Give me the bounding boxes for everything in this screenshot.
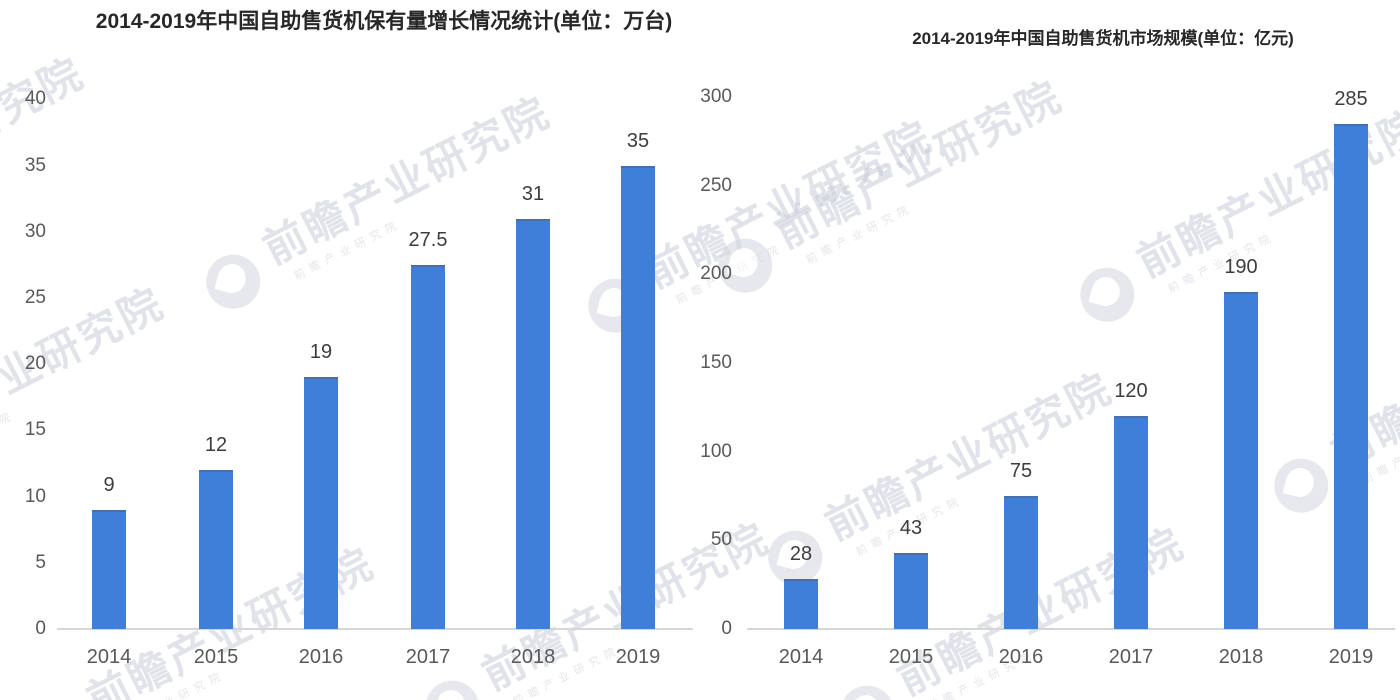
bar-2015 [894,553,928,629]
bar-value-label: 9 [103,474,115,496]
y-axis-tick-label: 300 [700,86,732,107]
chart-ownership: 2014-2019年中国自助售货机保有量增长情况统计(单位：万台) 0 5 10 15 2… [24,10,693,668]
x-axis-category-label: 2016 [998,646,1044,668]
y-axis-tick-label: 100 [700,441,732,462]
y-axis-tick-label: 150 [700,352,732,373]
chart-title: 2014-2019年中国自助售货机保有量增长情况统计(单位：万台) [95,10,673,33]
x-axis-category-label: 2015 [193,646,239,668]
y-axis-tick-label: 30 [24,221,46,242]
bar-2014 [92,510,126,629]
x-axis-line [57,628,693,630]
x-axis-category-label: 2014 [778,646,824,668]
x-axis-category-label: 2016 [298,646,344,668]
y-axis-tick-label: 25 [24,287,46,308]
y-axis-tick-label: 0 [721,618,732,639]
chart-title: 2014-2019年中国自助售货机市场规模(单位：亿元) [912,29,1294,48]
bar-value-label: 19 [309,341,333,363]
y-axis-tick-label: 10 [24,486,46,507]
y-axis-tick-label: 200 [700,263,732,284]
x-axis-category-label: 2018 [1218,646,1264,668]
bar-value-label: 12 [204,434,228,456]
bar-2017 [1114,416,1148,629]
bar-value-label: 27.5 [408,229,448,251]
x-axis-category-label: 2019 [615,646,661,668]
bar-2019 [621,166,655,629]
y-axis-tick-label: 20 [24,353,46,374]
bar-value-label: 120 [1114,380,1148,402]
bar-value-label: 31 [521,183,545,205]
x-axis-category-label: 2017 [405,646,451,668]
y-axis-tick-label: 40 [24,88,46,109]
y-axis-tick-label: 0 [35,618,46,639]
x-axis-category-label: 2017 [1108,646,1154,668]
bar-2017 [411,265,445,629]
y-axis-tick-label: 250 [700,175,732,196]
bar-2016 [304,377,338,629]
y-axis-tick-label: 50 [710,529,732,550]
y-axis-tick-label: 15 [24,419,46,440]
bar-value-label: 190 [1224,256,1258,278]
bar-2018 [1224,292,1258,629]
bar-value-label: 43 [899,517,923,539]
bar-value-label: 28 [789,543,813,565]
bar-2014 [784,579,818,629]
x-axis-category-label: 2019 [1328,646,1374,668]
bar-value-label: 35 [626,130,650,152]
y-axis-tick-label: 35 [24,155,46,176]
chart-market-size: 2014-2019年中国自助售货机市场规模(单位：亿元) 0 50 100 150 200… [700,0,1400,700]
bar-2019 [1334,124,1368,629]
bar-value-label: 285 [1334,88,1368,110]
x-axis-category-label: 2015 [888,646,934,668]
bar-value-label: 75 [1009,460,1033,482]
x-axis-category-label: 2014 [86,646,132,668]
bar-2016 [1004,496,1038,629]
x-axis-line [747,628,1395,630]
bar-2015 [199,470,233,629]
x-axis-category-label: 2018 [510,646,556,668]
y-axis-tick-label: 5 [35,552,46,573]
bar-2018 [516,219,550,629]
